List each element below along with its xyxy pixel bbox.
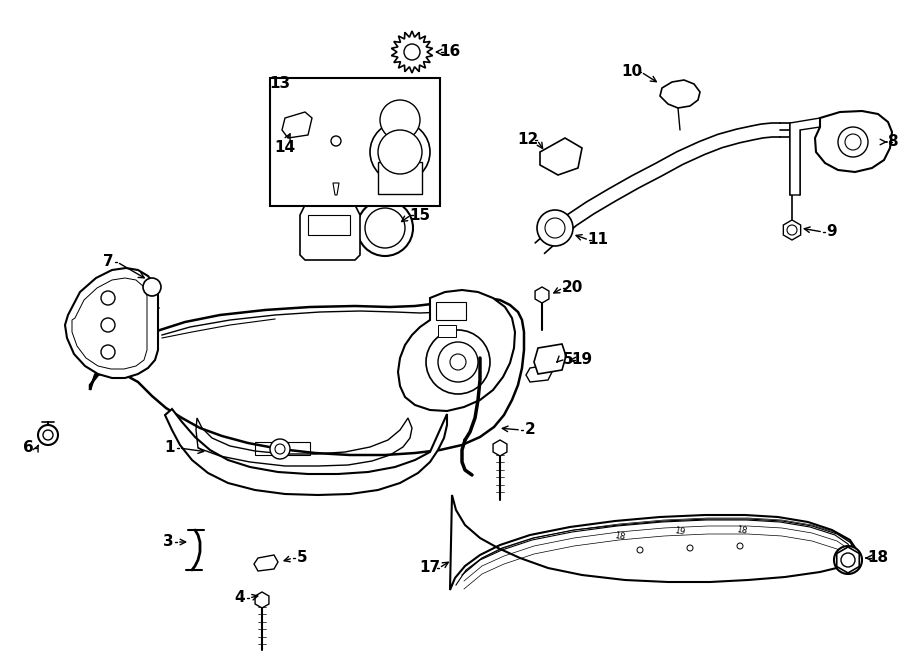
Circle shape [101,318,115,332]
Text: 16: 16 [439,44,461,59]
Text: 8: 8 [886,134,897,149]
Circle shape [537,210,573,246]
Polygon shape [65,268,158,378]
Circle shape [637,547,643,553]
Circle shape [838,127,868,157]
Text: 13: 13 [269,75,291,91]
Polygon shape [815,111,892,172]
Polygon shape [783,220,801,240]
Text: 1: 1 [165,440,176,455]
Text: 10: 10 [621,65,643,79]
Polygon shape [526,365,552,382]
Bar [436,302,466,320]
Polygon shape [534,344,566,374]
Text: 15: 15 [410,208,430,223]
Circle shape [43,430,53,440]
Text: 11: 11 [588,233,608,247]
Text: 18: 18 [868,551,888,566]
Circle shape [404,44,420,60]
Text: 7: 7 [103,254,113,270]
Circle shape [834,546,862,574]
Text: 20: 20 [562,280,582,295]
Bar [270,78,440,206]
Text: 19: 19 [674,525,686,536]
Circle shape [737,543,743,549]
Circle shape [143,278,161,296]
Circle shape [426,330,490,394]
Circle shape [370,122,430,182]
Polygon shape [790,118,820,195]
Bar [438,325,456,337]
Circle shape [841,553,855,567]
Text: 4: 4 [235,590,246,605]
Text: 18: 18 [736,525,748,535]
Polygon shape [90,298,524,455]
Polygon shape [255,592,269,608]
Circle shape [270,439,290,459]
Text: 12: 12 [518,132,538,147]
Polygon shape [398,290,515,411]
Circle shape [378,130,422,174]
Polygon shape [165,409,447,495]
Circle shape [365,208,405,248]
Text: 2: 2 [525,422,535,438]
Circle shape [787,225,797,235]
Text: 9: 9 [827,225,837,239]
Polygon shape [392,31,433,73]
Polygon shape [254,555,278,571]
Polygon shape [300,205,360,260]
Text: 18: 18 [614,531,626,541]
Circle shape [687,545,693,551]
Circle shape [331,136,341,146]
Bar [308,215,350,235]
Circle shape [38,425,58,445]
Circle shape [275,444,285,454]
Polygon shape [493,440,507,456]
Polygon shape [450,495,858,590]
Text: 5: 5 [297,551,307,566]
Circle shape [845,134,861,150]
Polygon shape [837,547,859,573]
Polygon shape [540,138,582,175]
Text: 19: 19 [572,352,592,368]
Text: 14: 14 [274,141,295,155]
Circle shape [380,100,420,140]
Circle shape [545,218,565,238]
Text: 17: 17 [419,561,441,576]
Text: 5: 5 [562,352,573,368]
Circle shape [101,291,115,305]
Circle shape [438,342,478,382]
Polygon shape [536,287,549,303]
Circle shape [357,200,413,256]
Polygon shape [660,80,700,108]
Circle shape [450,354,466,370]
Bar [378,162,422,194]
Text: 6: 6 [22,440,33,455]
Polygon shape [282,112,312,138]
Circle shape [101,345,115,359]
Text: 3: 3 [163,535,174,549]
Polygon shape [333,183,339,195]
